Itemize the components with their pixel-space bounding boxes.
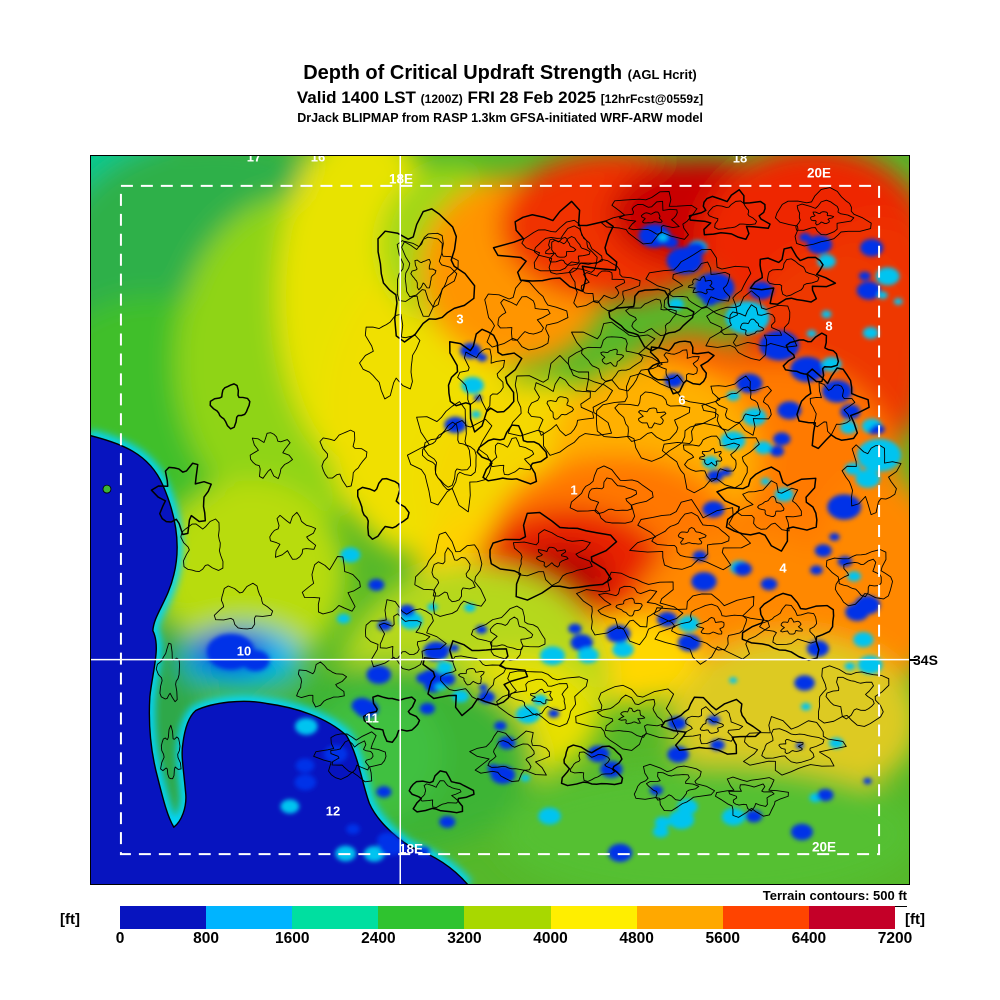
colorbar (120, 906, 895, 929)
waypoint-label: 4 (779, 560, 787, 576)
waypoint-label: 17 (246, 155, 262, 165)
colorbar-ticks: 0 800 1600 2400 3200 4000 4800 5600 6400 7200 (116, 930, 913, 950)
colorbar-segment (120, 906, 207, 929)
grid-label: 20E (811, 839, 837, 855)
colorbar-tick: 5600 (705, 930, 741, 947)
colorbar-segment (722, 906, 809, 929)
map-canvas (91, 156, 909, 884)
terrain-contour-note: Terrain contours: 500 ft (618, 888, 907, 907)
colorbar-tick: 7200 (877, 930, 913, 947)
model-info-line: DrJack BLIPMAP from RASP 1.3km GFSA-init… (297, 111, 703, 125)
colorbar-segment (636, 906, 723, 929)
page-title: Depth of Critical Updraft Strength (AGL … (0, 62, 1000, 86)
colorbar-tick: 800 (193, 930, 220, 947)
valid-date: FRI 28 Feb 2025 (467, 88, 596, 107)
title-suffix: (AGL Hcrit) (627, 67, 697, 82)
grid-label: 20E (806, 165, 832, 181)
colorbar-tick: 2400 (361, 930, 396, 947)
colorbar-segment (206, 906, 293, 929)
colorbar-tick: 4000 (533, 930, 568, 947)
colorbar-tick: 3200 (447, 930, 482, 947)
waypoint-label: 12 (325, 803, 341, 819)
domain-boundary-box (119, 184, 881, 856)
valid-forecast-tag: [12hrFcst@0559z] (600, 92, 704, 106)
waypoint-label: 3 (456, 311, 464, 327)
island (102, 484, 112, 494)
grid-label: 18E (388, 171, 414, 187)
colorbar-segment (292, 906, 379, 929)
colorbar-segment (808, 906, 895, 929)
colorbar-tick: 4800 (619, 930, 654, 947)
waypoint-label: 6 (678, 392, 686, 408)
graticule (91, 156, 909, 884)
colorbar-unit-right: [ft] (905, 911, 925, 928)
colorbar-segment (378, 906, 465, 929)
map-label-layer: 17 16 18 3 8 6 1 4 10 11 12 18E 20E 18E 20E (91, 156, 909, 884)
grid-label: 18E (398, 841, 424, 857)
header: Depth of Critical Updraft Strength (AGL … (0, 62, 1000, 126)
valid-time-line: Valid 1400 LST (1200Z) FRI 28 Feb 2025 [… (0, 88, 1000, 109)
waypoint-label: 8 (825, 318, 833, 334)
title-text: Depth of Critical Updraft Strength (303, 62, 623, 84)
waypoint-label: 10 (236, 643, 252, 659)
colorbar-tick: 0 (115, 930, 125, 947)
ocean (91, 435, 468, 884)
waypoint-label: 1 (570, 482, 578, 498)
waypoint-label: 16 (310, 155, 326, 165)
waypoint-label: 18 (732, 155, 748, 166)
colorbar-tick: 6400 (791, 930, 827, 947)
colorbar-unit-left: [ft] (60, 911, 80, 928)
valid-zulu: (1200Z) (420, 92, 463, 106)
latitude-tick (909, 659, 917, 661)
latitude-label: 34S (913, 652, 938, 668)
colorbar-segment (550, 906, 637, 929)
waypoint-label: 11 (365, 710, 379, 726)
colorbar-tick: 1600 (274, 930, 310, 947)
colorbar-segment (464, 906, 551, 929)
valid-prefix: Valid 1400 LST (296, 88, 416, 107)
forecast-map: 17 16 18 3 8 6 1 4 10 11 12 18E 20E 18E 20E (90, 155, 910, 885)
